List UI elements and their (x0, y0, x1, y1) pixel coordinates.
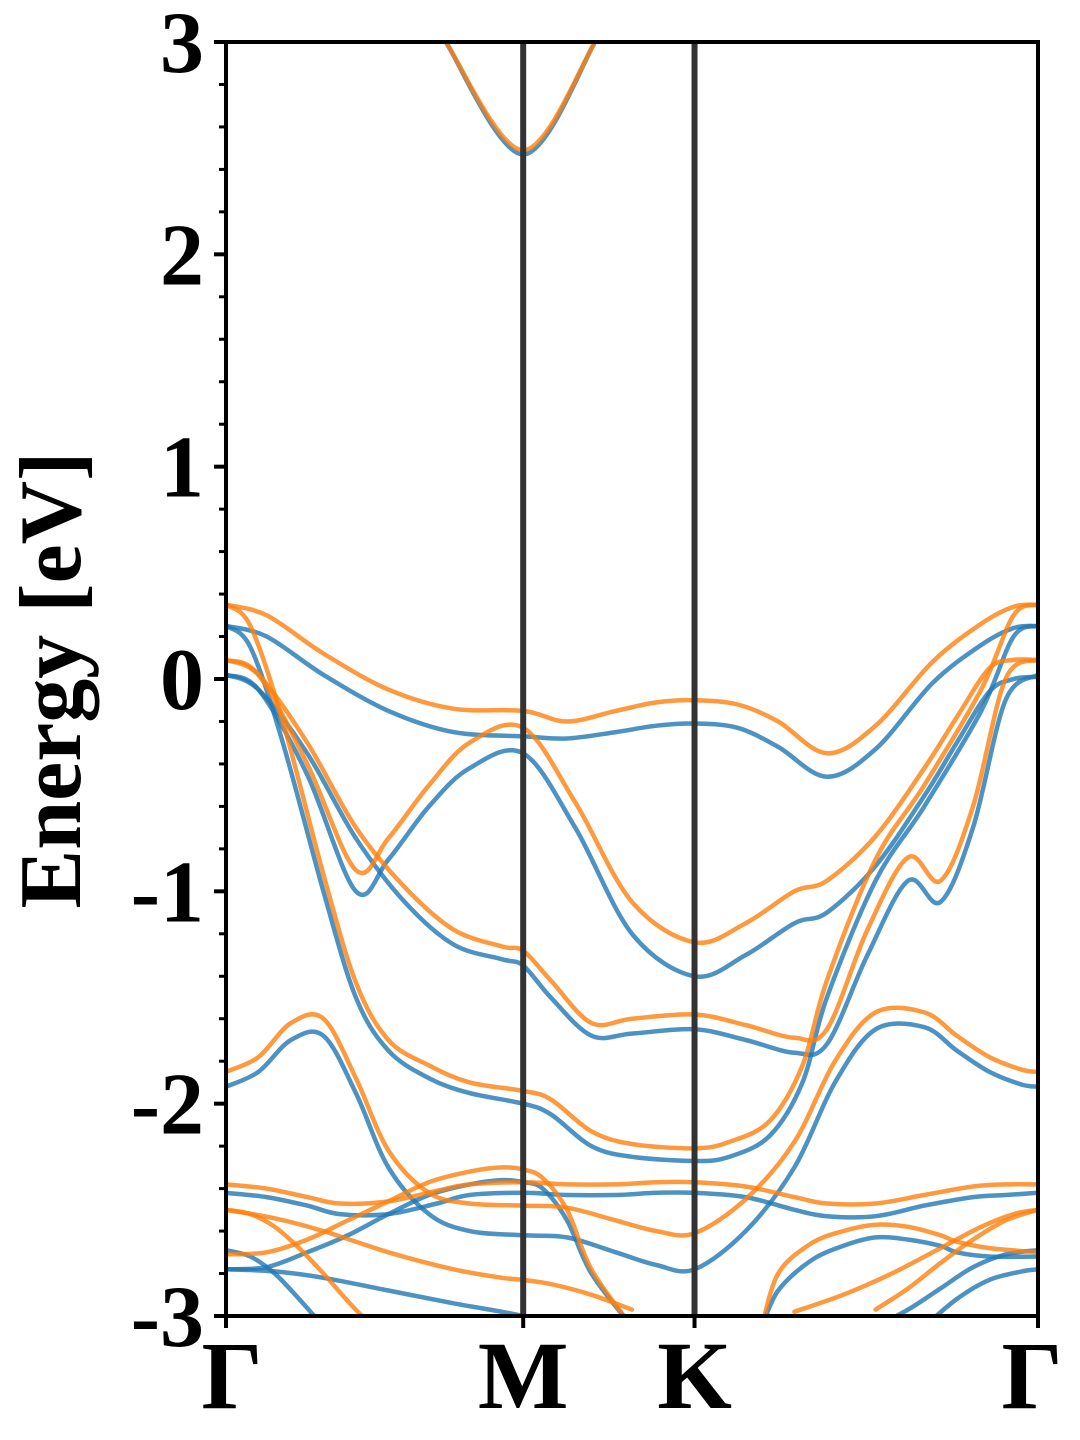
y-tick-label: 0 (160, 632, 204, 729)
y-tick-label: -1 (131, 844, 204, 941)
series-2-band-13 (792, 1207, 1038, 1315)
series-2-band-10 (226, 1207, 635, 1312)
x-tick-label: K (657, 1322, 732, 1429)
y-tick-label: 3 (160, 0, 204, 92)
y-axis-label: Energy [eV] (3, 452, 100, 909)
series-2-band-11 (762, 1222, 1038, 1316)
series-1-band-13 (932, 1267, 1038, 1316)
series-1-band-5 (226, 623, 1038, 1164)
bands-layer (226, 42, 1038, 1316)
y-tick-label: -2 (131, 1057, 204, 1154)
series-2-band-2 (226, 602, 1038, 756)
series-1-band-6 (226, 1021, 1038, 1274)
series-1-band-3 (226, 672, 1038, 980)
y-tick-label: 1 (160, 420, 204, 517)
x-tick-label: M (478, 1322, 569, 1429)
series-2-band-4 (226, 657, 1038, 1043)
series-1-band-2 (226, 623, 1038, 779)
series-2-band-12 (873, 1207, 1038, 1312)
series-2-band-8 (226, 1165, 627, 1316)
high-symmetry-lines (520, 42, 698, 1316)
y-tick-label: 2 (160, 207, 204, 304)
series-2-band-3 (226, 657, 1038, 946)
series-1-band-11 (763, 1234, 1038, 1316)
series-1-band-4 (226, 672, 1038, 1058)
series-1-band-7 (226, 1190, 1038, 1220)
y-axis-ticks: 3 2 1 0 -1 -2 -3 (131, 0, 226, 1366)
x-tick-label: Γ (1001, 1322, 1062, 1429)
series-1-band-12 (891, 1247, 1038, 1316)
x-tick-label: Γ (201, 1322, 262, 1429)
series-1-band-10 (226, 1267, 526, 1316)
series-2-band-6 (226, 1005, 1038, 1238)
series-2-band-7 (226, 1179, 1038, 1207)
y-tick-label: -3 (131, 1269, 204, 1366)
series-2-band-5 (226, 602, 1038, 1151)
